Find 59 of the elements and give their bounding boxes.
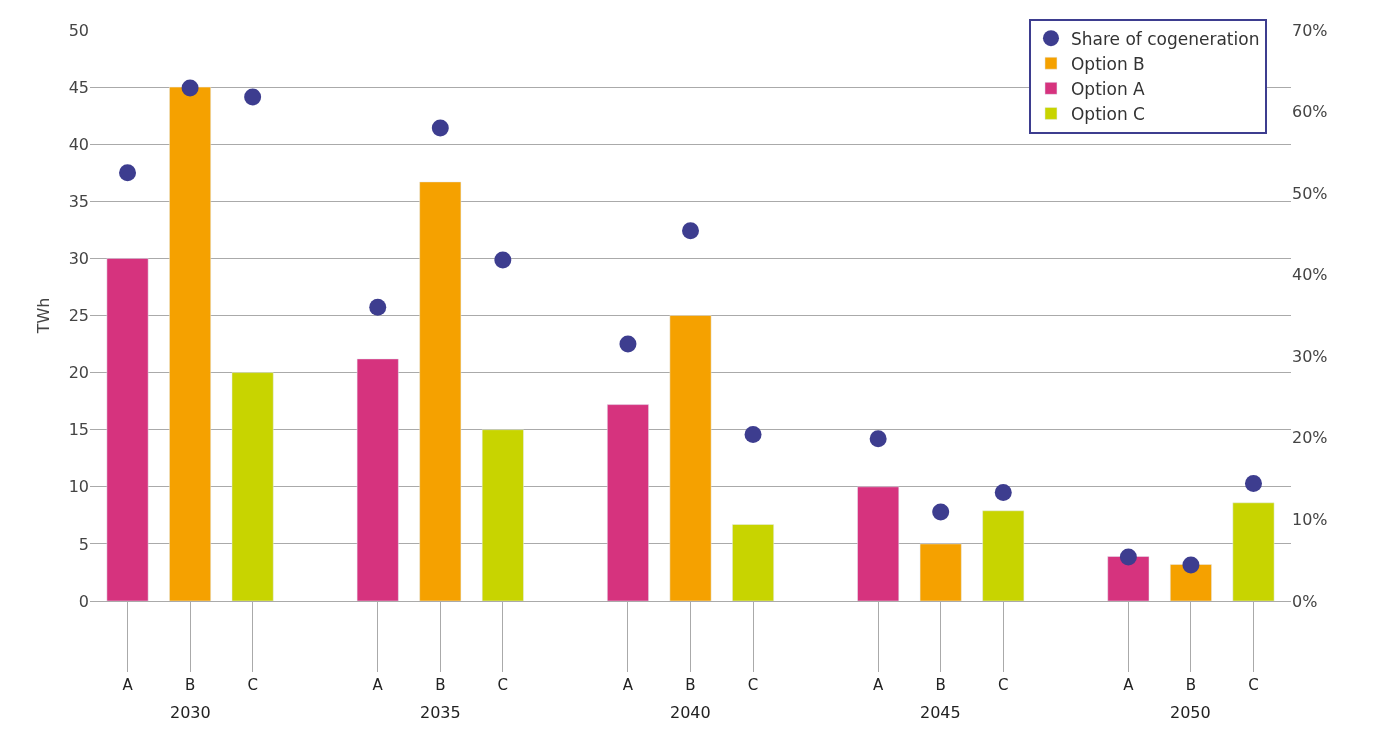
bar <box>919 543 962 601</box>
bar <box>732 524 774 601</box>
y2-tick-label: 40% <box>1292 265 1328 285</box>
text: 2050 <box>1170 703 1211 722</box>
bar <box>481 429 524 601</box>
y2-tick-label: 20% <box>1292 428 1328 448</box>
x-tick-label: C <box>247 676 258 694</box>
x-tick-label: B <box>184 676 196 694</box>
y2-tick-label: 0% <box>1292 591 1318 611</box>
bar <box>106 258 149 601</box>
x-tick-label: C <box>497 676 509 694</box>
bar <box>169 86 211 601</box>
x-tick-label: C <box>747 676 759 694</box>
y-tick-label: 25 <box>68 306 89 326</box>
bar <box>419 181 462 601</box>
x-tick-label: B <box>935 676 946 694</box>
x-tick-label: B <box>435 676 446 694</box>
legend-label: Option B <box>1070 53 1145 74</box>
x-tick-label: B <box>685 676 696 694</box>
text: 2040 <box>670 703 711 722</box>
x-tick-label: B <box>1185 676 1197 694</box>
bar <box>1232 502 1275 601</box>
y-tick-label: 35 <box>68 191 89 211</box>
x-tick-label: A <box>122 676 134 694</box>
y2-tick-label: 50% <box>1292 183 1328 203</box>
y2-tick-label: 60% <box>1292 102 1328 122</box>
x-tick-label: A <box>1123 676 1135 694</box>
y-tick-label: 20 <box>68 363 89 383</box>
bar <box>356 358 399 601</box>
y-tick-label: 0 <box>78 591 89 611</box>
x-tick-label: A <box>622 676 634 694</box>
bar <box>982 510 1025 601</box>
y-tick-label: 30 <box>68 249 89 268</box>
text: 2045 <box>920 703 961 722</box>
bar <box>1107 556 1150 601</box>
y2-tick-label: 70% <box>1292 20 1328 40</box>
bar <box>607 404 649 601</box>
y-axis-title: TWh <box>33 297 53 335</box>
x-tick-label: C <box>998 676 1009 694</box>
y-tick-label: 10 <box>68 477 89 497</box>
y-tick-label: 5 <box>78 534 89 554</box>
y2-tick-label: 10% <box>1292 510 1328 530</box>
y-tick-label: 40 <box>68 134 89 154</box>
x-tick-label: A <box>372 676 384 694</box>
bar <box>669 315 712 601</box>
bar <box>231 372 274 601</box>
bar <box>1170 564 1212 601</box>
legend-label: Option A <box>1070 78 1146 99</box>
y2-tick-label: 30% <box>1292 346 1328 366</box>
text: 2030 <box>170 703 211 722</box>
legend-label: Option C <box>1070 104 1145 125</box>
y-tick-label: 45 <box>68 77 89 97</box>
x-tick-label: C <box>1248 676 1259 694</box>
legend-label: Share of cogeneration <box>1070 28 1260 49</box>
x-tick-label: A <box>873 676 885 694</box>
text: 2035 <box>420 703 461 722</box>
y-tick-label: 15 <box>68 420 89 440</box>
bar <box>857 486 900 601</box>
y-tick-label: 50 <box>68 20 89 40</box>
